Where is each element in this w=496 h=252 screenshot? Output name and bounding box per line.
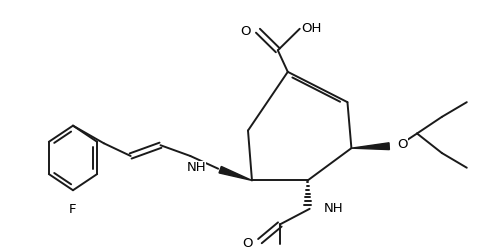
Text: O: O [397,138,408,151]
Text: OH: OH [302,22,322,35]
Text: NH: NH [323,202,343,215]
Polygon shape [352,143,389,150]
Text: O: O [243,237,253,249]
Polygon shape [219,166,252,180]
Text: NH: NH [186,161,206,174]
Text: F: F [69,203,77,216]
Text: O: O [241,25,251,38]
